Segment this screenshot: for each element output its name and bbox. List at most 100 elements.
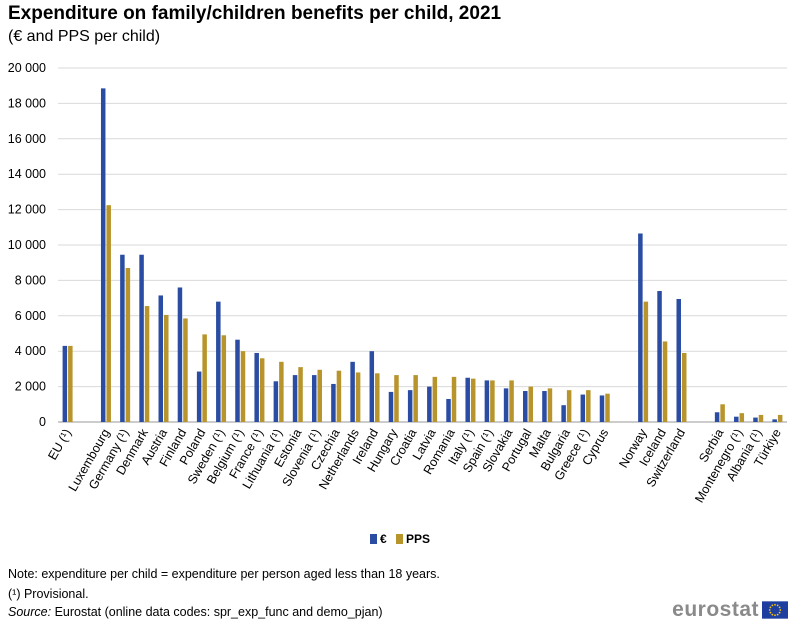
eu-flag-star [774, 603, 776, 606]
bar-eur [331, 383, 336, 422]
y-tick-label: 6 000 [15, 309, 46, 323]
bar-pps [125, 268, 131, 422]
bar-eur [714, 412, 720, 422]
legend-swatch-eur [369, 534, 377, 544]
bar-pps [470, 378, 476, 422]
bars [62, 88, 783, 422]
bar-pps [240, 351, 246, 422]
eu-flag-star [776, 604, 779, 607]
bar-pps [279, 361, 284, 422]
bar-eur [561, 405, 566, 422]
bar-eur [772, 419, 777, 422]
bar-pps [68, 345, 73, 422]
y-tick-label: 20 000 [8, 61, 46, 75]
bar-eur [254, 352, 259, 422]
bar-eur [676, 298, 681, 422]
eu-flag-star [776, 613, 779, 616]
y-tick-label: 16 000 [8, 132, 46, 146]
bar-eur [753, 417, 758, 422]
bar-eur [580, 394, 586, 422]
bar-eur [158, 295, 164, 422]
y-tick-label: 4 000 [15, 344, 46, 358]
bar-pps [605, 393, 610, 422]
eu-flag-star [779, 609, 782, 611]
bar-pps [355, 372, 361, 422]
eu-flag-star [769, 611, 772, 614]
bar-eur [139, 254, 144, 422]
eu-flag-star [771, 604, 774, 607]
bar-pps [681, 352, 687, 422]
bar-pps [164, 314, 169, 422]
bar-pps [566, 390, 572, 422]
bar-pps [413, 375, 418, 422]
bar-eur [292, 375, 298, 422]
bar-eur [273, 381, 279, 422]
bar-pps [528, 386, 534, 422]
eu-flag-star [778, 611, 781, 614]
eurostat-logo: eurostat [672, 598, 788, 622]
bar-eur [446, 398, 451, 422]
y-tick-label: 14 000 [8, 167, 46, 181]
source-label: Source: [8, 605, 52, 619]
bar-eur [62, 345, 68, 422]
bar-pps [758, 414, 764, 422]
bar-eur [369, 351, 375, 422]
bar-eur [638, 233, 643, 422]
logo-text: eurostat [672, 598, 759, 621]
bar-eur [177, 287, 183, 422]
bar-eur [196, 371, 202, 422]
bar-eur [235, 339, 240, 422]
bar-pps [739, 413, 745, 422]
bar-eur [523, 391, 528, 422]
y-tick-label: 18 000 [8, 96, 46, 110]
bar-pps [777, 414, 783, 422]
bar-eur [407, 390, 413, 422]
legend-label-eur: € [379, 532, 387, 546]
bar-eur [388, 391, 394, 422]
bar-pps [490, 380, 495, 422]
bar-pps [106, 205, 111, 422]
source-text: Eurostat (online data codes: spr_exp_fun… [51, 605, 383, 619]
bar-eur [734, 416, 739, 422]
bar-pps [221, 335, 227, 422]
legend-item-eur: € [369, 532, 387, 546]
chart-title: Expenditure on family/children benefits … [8, 3, 502, 24]
bar-chart: 0 2 000 4 000 6 000 8 000 10 000 12 000 14 000 1… [8, 61, 787, 505]
footnote-source: Source: Eurostat (online data codes: spr… [8, 605, 383, 619]
bar-pps [336, 370, 342, 422]
eu-flag-star [778, 606, 781, 609]
eu-flag-star [769, 606, 772, 609]
bar-pps [375, 373, 380, 422]
bar-eur [427, 386, 432, 422]
bar-eur [100, 88, 106, 422]
eu-flag-star [774, 614, 776, 617]
bar-pps [317, 369, 322, 422]
footnote-provisional: (¹) Provisional. [8, 587, 89, 601]
legend-label-pps: PPS [406, 532, 431, 546]
bar-eur [216, 301, 221, 422]
bar-pps [509, 380, 514, 422]
bar-pps [643, 301, 649, 422]
bar-pps [586, 390, 591, 422]
bar-eur [465, 377, 470, 422]
y-tick-label: 8 000 [15, 273, 46, 287]
bar-pps [720, 404, 725, 422]
bar-pps [183, 318, 188, 422]
y-axis-ticks: 0 2 000 4 000 6 000 8 000 10 000 12 000 14 000 1… [8, 61, 46, 429]
bar-eur [484, 380, 490, 422]
x-tick-label: EU (¹) [45, 427, 74, 463]
bar-pps [202, 334, 207, 422]
bar-eur [503, 388, 509, 422]
legend-item-pps: PPS [396, 532, 430, 546]
bar-eur [350, 361, 355, 422]
bar-eur [599, 395, 605, 422]
bar-pps [547, 388, 553, 422]
bar-pps [394, 375, 399, 422]
bar-pps [144, 306, 150, 422]
chart-subtitle: (€ and PPS per child) [8, 28, 161, 45]
legend: € PPS [0, 532, 800, 547]
bar-pps [298, 367, 303, 422]
eu-flag-icon [762, 601, 788, 619]
y-tick-label: 0 [39, 415, 46, 429]
